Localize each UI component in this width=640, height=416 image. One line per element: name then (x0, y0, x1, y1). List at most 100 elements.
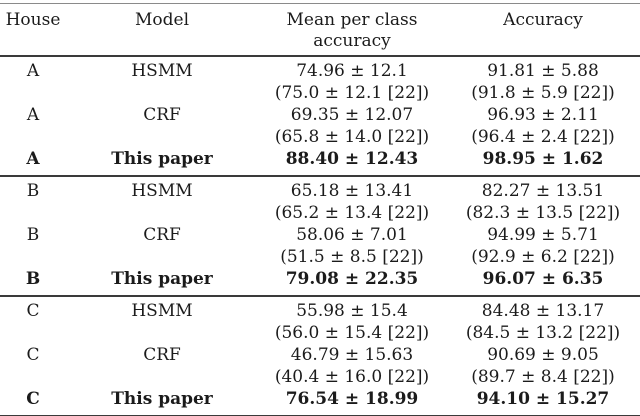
value-main: HSMM (131, 61, 193, 81)
model-cell: HSMM (66, 176, 258, 224)
value-prev: (51.5 ± 8.5 [22]) (280, 247, 424, 267)
table-row: A HSMM 74.96 ± 12.1 (75.0 ± 12.1 [22]) 91.81… (0, 56, 640, 104)
value-main: A (26, 61, 40, 81)
value-main: C (26, 389, 40, 409)
header-accuracy-label: Accuracy (503, 10, 583, 30)
value-main: 82.27 ± 13.51 (481, 181, 605, 201)
header-mpca: Mean per class accuracy (258, 3, 446, 57)
value-prev: (56.0 ± 15.4 [22]) (274, 323, 430, 343)
house-cell: B (0, 268, 66, 296)
table-row: C This paper 76.54 ± 18.99 94.10 ± 15.27 (0, 388, 640, 416)
mpca-cell: 79.08 ± 22.35 (258, 268, 446, 296)
accuracy-cell: 96.07 ± 6.35 (446, 268, 640, 296)
value-main: 94.10 ± 15.27 (476, 389, 610, 409)
value-main: 98.95 ± 1.62 (482, 149, 604, 169)
header-accuracy: Accuracy (446, 3, 640, 57)
value-main: This paper (111, 389, 213, 409)
value-main: 55.98 ± 15.4 (296, 301, 408, 321)
house-cell: A (0, 148, 66, 176)
header-model-label: Model (134, 10, 190, 30)
table-row: C HSMM 55.98 ± 15.4 (56.0 ± 15.4 [22]) 84.48… (0, 296, 640, 344)
value-main: HSMM (131, 301, 193, 321)
mpca-cell: 46.79 ± 15.63 (40.4 ± 16.0 [22]) (258, 344, 446, 388)
value-main: B (25, 269, 41, 289)
value-main: C (26, 345, 40, 365)
header-mpca-label: Mean per class accuracy (286, 10, 418, 51)
table-body: A HSMM 74.96 ± 12.1 (75.0 ± 12.1 [22]) 91.81… (0, 56, 640, 416)
value-main: This paper (111, 149, 213, 169)
model-cell: HSMM (66, 56, 258, 104)
value-main: C (26, 301, 40, 321)
house-cell: C (0, 388, 66, 416)
value-main: B (26, 181, 40, 201)
accuracy-cell: 82.27 ± 13.51 (82.3 ± 13.5 [22]) (446, 176, 640, 224)
table-header: House Model Mean per class accuracy Accu… (0, 3, 640, 57)
accuracy-cell: 96.93 ± 2.11 (96.4 ± 2.4 [22]) (446, 104, 640, 148)
value-main: 84.48 ± 13.17 (481, 301, 605, 321)
value-prev: (89.7 ± 8.4 [22]) (471, 367, 615, 387)
mpca-cell: 69.35 ± 12.07 (65.8 ± 14.0 [22]) (258, 104, 446, 148)
value-main: 96.07 ± 6.35 (482, 269, 604, 289)
mpca-cell: 65.18 ± 13.41 (65.2 ± 13.4 [22]) (258, 176, 446, 224)
value-main: 90.69 ± 9.05 (487, 345, 599, 365)
value-main: 69.35 ± 12.07 (290, 105, 414, 125)
value-main: 96.93 ± 2.11 (487, 105, 599, 125)
value-main: 88.40 ± 12.43 (285, 149, 419, 169)
value-main: HSMM (131, 181, 193, 201)
house-cell: C (0, 296, 66, 344)
results-table: House Model Mean per class accuracy Accu… (0, 3, 640, 416)
value-prev: (82.3 ± 13.5 [22]) (465, 203, 621, 223)
value-main: CRF (143, 345, 181, 365)
house-cell: A (0, 56, 66, 104)
model-cell: This paper (66, 268, 258, 296)
house-cell: A (0, 104, 66, 148)
accuracy-cell: 90.69 ± 9.05 (89.7 ± 8.4 [22]) (446, 344, 640, 388)
value-main: 94.99 ± 5.71 (487, 225, 599, 245)
mpca-cell: 55.98 ± 15.4 (56.0 ± 15.4 [22]) (258, 296, 446, 344)
accuracy-cell: 91.81 ± 5.88 (91.8 ± 5.9 [22]) (446, 56, 640, 104)
value-prev: (65.2 ± 13.4 [22]) (274, 203, 430, 223)
value-main: 74.96 ± 12.1 (296, 61, 408, 81)
mpca-cell: 74.96 ± 12.1 (75.0 ± 12.1 [22]) (258, 56, 446, 104)
header-row: House Model Mean per class accuracy Accu… (0, 3, 640, 57)
accuracy-cell: 98.95 ± 1.62 (446, 148, 640, 176)
mpca-cell: 58.06 ± 7.01 (51.5 ± 8.5 [22]) (258, 224, 446, 268)
table-row: B This paper 79.08 ± 22.35 96.07 ± 6.35 (0, 268, 640, 296)
model-cell: CRF (66, 224, 258, 268)
value-prev: (40.4 ± 16.0 [22]) (274, 367, 430, 387)
value-main: 91.81 ± 5.88 (487, 61, 599, 81)
accuracy-cell: 94.99 ± 5.71 (92.9 ± 6.2 [22]) (446, 224, 640, 268)
header-model: Model (66, 3, 258, 57)
value-prev: (91.8 ± 5.9 [22]) (471, 83, 615, 103)
value-main: 79.08 ± 22.35 (285, 269, 419, 289)
value-main: 58.06 ± 7.01 (296, 225, 408, 245)
model-cell: This paper (66, 388, 258, 416)
value-prev: (65.8 ± 14.0 [22]) (274, 127, 430, 147)
model-cell: CRF (66, 344, 258, 388)
house-cell: B (0, 224, 66, 268)
mpca-cell: 88.40 ± 12.43 (258, 148, 446, 176)
value-main: CRF (143, 225, 181, 245)
value-prev: (92.9 ± 6.2 [22]) (471, 247, 615, 267)
value-prev: (96.4 ± 2.4 [22]) (471, 127, 615, 147)
model-cell: This paper (66, 148, 258, 176)
mpca-cell: 76.54 ± 18.99 (258, 388, 446, 416)
value-main: A (26, 105, 40, 125)
table-row: B CRF 58.06 ± 7.01 (51.5 ± 8.5 [22]) 94.99 ±… (0, 224, 640, 268)
house-cell: C (0, 344, 66, 388)
model-cell: HSMM (66, 296, 258, 344)
value-prev: (75.0 ± 12.1 [22]) (274, 83, 430, 103)
value-main: This paper (111, 269, 213, 289)
accuracy-cell: 94.10 ± 15.27 (446, 388, 640, 416)
header-house-label: House (5, 10, 61, 30)
value-prev: (84.5 ± 13.2 [22]) (465, 323, 621, 343)
table-row: C CRF 46.79 ± 15.63 (40.4 ± 16.0 [22]) 90.69… (0, 344, 640, 388)
header-house: House (0, 3, 66, 57)
table-row: B HSMM 65.18 ± 13.41 (65.2 ± 13.4 [22]) 82.2… (0, 176, 640, 224)
table-row: A CRF 69.35 ± 12.07 (65.8 ± 14.0 [22]) 96.93… (0, 104, 640, 148)
accuracy-cell: 84.48 ± 13.17 (84.5 ± 13.2 [22]) (446, 296, 640, 344)
value-main: 65.18 ± 13.41 (290, 181, 414, 201)
value-main: B (26, 225, 40, 245)
value-main: A (26, 149, 40, 169)
